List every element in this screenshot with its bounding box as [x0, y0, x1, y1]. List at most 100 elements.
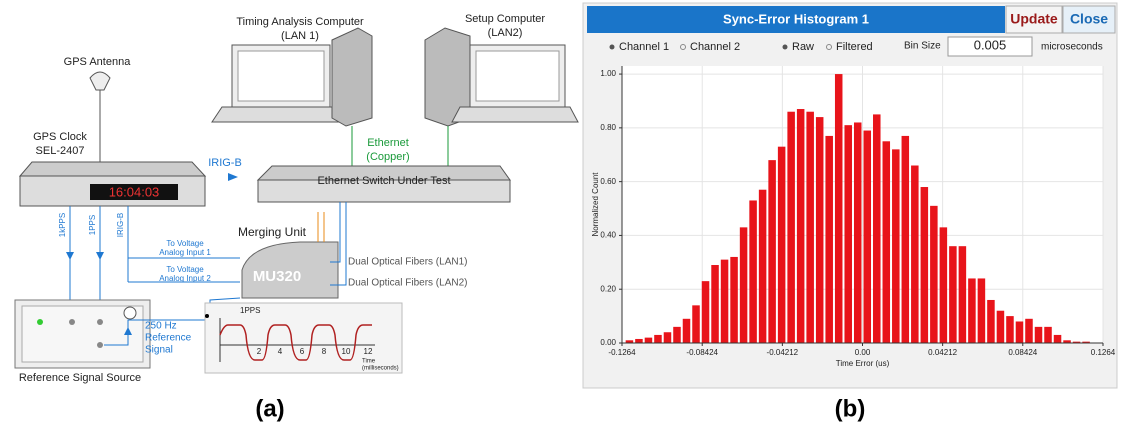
radio-label: Channel 1 — [619, 41, 669, 53]
bar — [645, 338, 653, 343]
x-tick-label: 0.00 — [855, 348, 871, 357]
caption: (b) — [835, 395, 866, 422]
diagram: Timing Analysis Computer (LAN 1) Setup C… — [15, 13, 578, 422]
y-axis-label: Normalized Count — [591, 172, 600, 237]
dot — [205, 314, 209, 318]
x-tick-label: 0.1264 — [1091, 348, 1116, 357]
bar — [759, 190, 767, 343]
bar — [883, 141, 891, 343]
bar — [749, 200, 757, 343]
bar — [844, 125, 852, 343]
bar — [1025, 319, 1033, 343]
bar — [911, 166, 919, 343]
bar — [930, 206, 938, 343]
y-tick-label: 0.80 — [600, 123, 616, 132]
label: Dual Optical Fibers (LAN1) — [348, 257, 467, 268]
label: SEL-2407 — [36, 145, 85, 157]
label: To Voltage — [166, 265, 204, 274]
bar — [921, 187, 929, 343]
bar — [968, 278, 976, 343]
label: GPS Clock — [33, 131, 87, 143]
label: Analog Input 1 — [159, 248, 211, 257]
label: 10 — [342, 347, 351, 356]
label: 12 — [364, 347, 373, 356]
bar — [940, 227, 948, 343]
bar — [654, 335, 662, 343]
x-tick-label: -0.1264 — [608, 348, 636, 357]
label: 1kPPS — [58, 213, 67, 237]
bar — [825, 136, 833, 343]
x-tick-label: 0.08424 — [1008, 348, 1037, 357]
bar — [635, 339, 643, 343]
label: 6 — [300, 347, 305, 356]
radio-label: Raw — [792, 41, 814, 53]
y-tick-label: 0.20 — [600, 284, 616, 293]
bar — [816, 117, 824, 343]
label: (milliseconds) — [362, 366, 399, 372]
y-tick-label: 0.60 — [600, 177, 616, 186]
label: Analog Input 2 — [159, 274, 211, 283]
label: (Copper) — [366, 151, 409, 163]
label: (LAN2) — [488, 27, 523, 39]
bar — [892, 149, 900, 343]
led — [37, 319, 43, 325]
probe — [124, 307, 136, 319]
label: Ethernet — [367, 137, 409, 149]
bar — [1006, 316, 1014, 343]
x-tick-label: 0.04212 — [928, 348, 957, 357]
label: Merging Unit — [238, 225, 307, 239]
bar — [740, 227, 748, 343]
clock-top — [20, 162, 205, 176]
radio-label: Channel 2 — [690, 41, 740, 53]
bar — [730, 257, 738, 343]
label: 1PPS — [88, 215, 97, 235]
bar — [673, 327, 681, 343]
connector — [69, 319, 75, 325]
y-tick-label: 0.00 — [600, 338, 616, 347]
x-axis-label: Time Error (us) — [836, 359, 890, 368]
laptop-base — [452, 107, 578, 122]
button-label: Close — [1070, 11, 1108, 27]
bar — [959, 246, 967, 343]
bar — [787, 112, 795, 343]
label: Reference Signal Source — [19, 372, 141, 384]
label: 2 — [257, 347, 262, 356]
label: 4 — [278, 347, 283, 356]
radio[interactable] — [610, 45, 615, 50]
radio-label: Filtered — [836, 41, 873, 53]
bar — [664, 332, 672, 343]
bar — [721, 260, 729, 343]
bar — [797, 109, 805, 343]
laptop-display — [476, 51, 559, 101]
laptop-base — [212, 107, 350, 122]
arrow — [66, 252, 74, 260]
label: Time — [362, 359, 376, 365]
label: Dual Optical Fibers (LAN2) — [348, 278, 467, 289]
x-tick-label: -0.08424 — [686, 348, 718, 357]
caption: (a) — [255, 395, 284, 422]
tower — [332, 28, 372, 126]
label: (LAN 1) — [281, 30, 319, 42]
bar — [1044, 327, 1052, 343]
button-label: Update — [1010, 11, 1058, 27]
label: IRIG-B — [208, 157, 242, 169]
label: Ethernet Switch Under Test — [317, 175, 450, 187]
bar — [873, 114, 881, 343]
radio[interactable] — [783, 45, 788, 50]
bar — [778, 147, 786, 343]
label: GPS Antenna — [64, 56, 132, 68]
bar — [949, 246, 957, 343]
y-tick-label: 1.00 — [600, 69, 616, 78]
bar — [997, 311, 1005, 343]
label: 16:04:03 — [109, 184, 160, 199]
label: Reference — [145, 333, 192, 344]
bar — [1035, 327, 1043, 343]
bar — [854, 122, 862, 343]
label: Timing Analysis Computer — [236, 16, 364, 28]
bar — [902, 136, 910, 343]
arrow — [228, 173, 238, 181]
y-tick-label: 0.40 — [600, 231, 616, 240]
bar — [1016, 321, 1024, 343]
label: Setup Computer — [465, 13, 545, 25]
label: To Voltage — [166, 239, 204, 248]
